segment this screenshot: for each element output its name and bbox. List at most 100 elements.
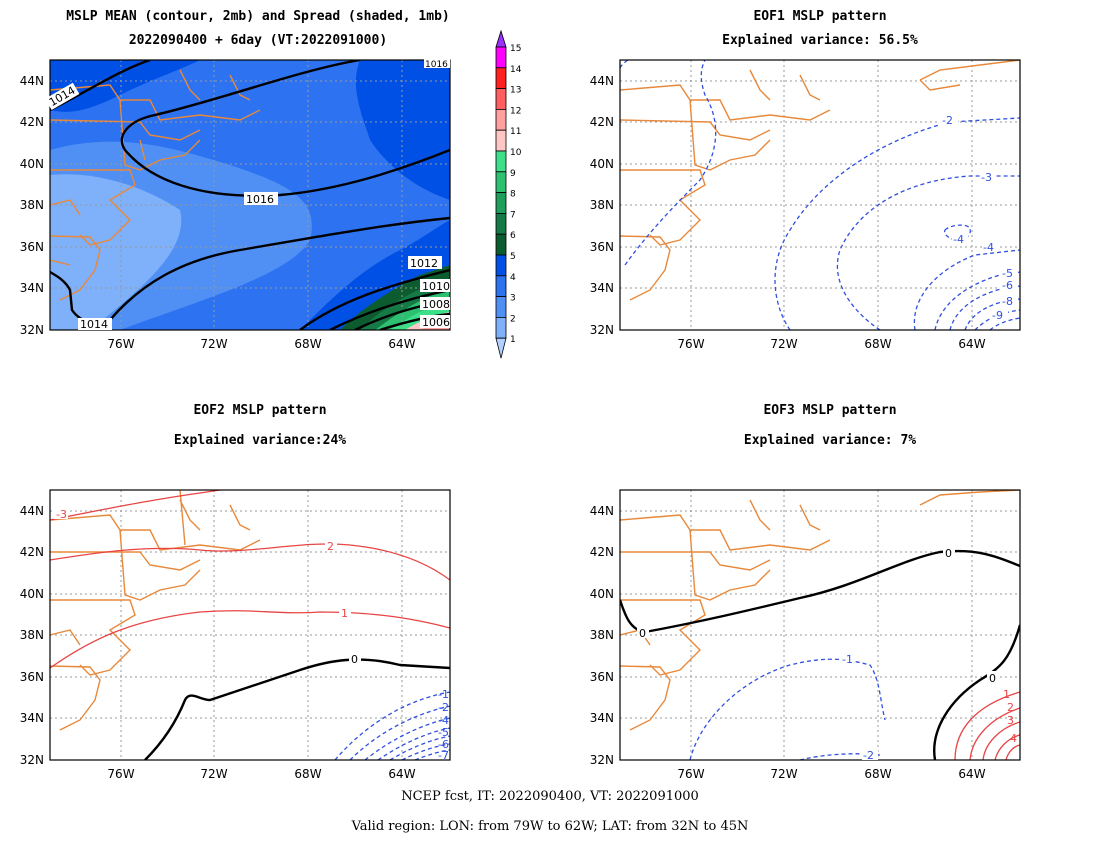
eof2-contours	[50, 490, 450, 760]
mean-title-line1: MSLP MEAN (contour, 2mb) and Spread (sha…	[66, 9, 450, 24]
grid-lines	[50, 490, 450, 760]
eof3-title-line1: EOF3 MSLP pattern	[763, 403, 897, 418]
lat-label: 34N	[20, 711, 44, 725]
colorbar-label: 14	[510, 65, 522, 75]
contour-label: -2	[942, 114, 953, 127]
lat-label: 34N	[590, 711, 614, 725]
grid-lines	[620, 60, 1020, 330]
spread-colorbar: 15 14 13 12 11 10 9 8 7 6 5 4 3 2 1	[495, 29, 522, 359]
lat-label: 42N	[590, 115, 614, 129]
lat-tick-labels: 44N 42N 40N 38N 36N 34N 32N	[590, 504, 614, 767]
colorbar-label: 3	[510, 294, 516, 304]
lon-label: 68W	[294, 767, 321, 780]
eof2-title-line2: Explained variance:24%	[173, 433, 347, 448]
lat-label: 38N	[590, 198, 614, 212]
lat-label: 34N	[20, 281, 44, 295]
contour-label: 3	[1007, 714, 1014, 727]
colorbar-bottom-arrow	[495, 337, 507, 359]
eof2-map-frame	[49, 489, 451, 761]
contour-label: 0	[945, 547, 952, 560]
contour-label: 2	[1007, 701, 1014, 714]
colorbar-label: 11	[510, 127, 521, 137]
contour-label: 1	[1003, 688, 1010, 701]
lon-tick-labels: 76W 72W 68W 64W	[677, 337, 985, 351]
colorbar-swatch	[495, 212, 507, 235]
lat-label: 40N	[590, 587, 614, 601]
contour-label: 0	[989, 672, 996, 685]
colorbar-label: 7	[510, 210, 516, 220]
lat-label: 36N	[20, 240, 44, 254]
coastline	[50, 490, 261, 731]
lat-label: 40N	[590, 157, 614, 171]
lat-label: 36N	[590, 240, 614, 254]
colorbar-label: 1	[510, 335, 516, 345]
colorbar-swatch	[495, 296, 507, 318]
contour-label: -7	[438, 749, 449, 762]
contour-label: 1016	[425, 60, 448, 70]
colorbar-label: 13	[510, 86, 521, 96]
lon-tick-labels: 76W 72W 68W 64W	[107, 337, 415, 351]
eof2-title-line1: EOF2 MSLP pattern	[193, 403, 327, 418]
coastline	[620, 490, 1020, 731]
lon-label: 68W	[864, 337, 891, 351]
contour-label: -5	[1002, 267, 1013, 280]
colorbar-swatch	[495, 171, 507, 194]
colorbar-label: 5	[510, 252, 516, 262]
contour-label: -4	[438, 714, 449, 727]
contour-label: -1	[842, 653, 853, 666]
lat-label: 32N	[590, 323, 614, 337]
lat-label: 44N	[590, 504, 614, 518]
eof1-title-line2: Explained variance: 56.5%	[722, 33, 918, 48]
contour-label: 1	[341, 607, 348, 620]
lat-label: 42N	[20, 545, 44, 559]
contour-label: -3	[56, 508, 67, 521]
lon-label: 68W	[294, 337, 321, 351]
contour-label: -3	[981, 171, 992, 184]
lon-label: 64W	[958, 337, 985, 351]
lat-label: 36N	[590, 670, 614, 684]
lat-label: 44N	[590, 74, 614, 88]
colorbar-swatch	[495, 275, 507, 297]
mean-map-frame	[49, 59, 451, 331]
lat-label: 42N	[590, 545, 614, 559]
colorbar-label: 12	[510, 106, 521, 116]
colorbar-swatch	[495, 46, 507, 69]
colorbar-label: 10	[510, 148, 522, 158]
mean-title-line2: 2022090400 + 6day (VT:2022091000)	[128, 33, 388, 48]
lon-label: 72W	[200, 767, 227, 780]
lon-label: 68W	[864, 767, 891, 780]
lon-label: 72W	[770, 767, 797, 780]
contour-label: 1012	[410, 257, 438, 270]
colorbar-label: 4	[510, 273, 516, 283]
contour-label: 1016	[246, 193, 274, 206]
eof2-contour-labels: -3 2 1 0 -1 -2 -4 -5 -6 -7	[54, 507, 449, 762]
colorbar-swatch	[495, 254, 507, 277]
lat-label: 32N	[590, 753, 614, 767]
lat-label: 42N	[20, 115, 44, 129]
eof3-title-line2: Explained variance: 7%	[743, 433, 917, 448]
lat-label: 44N	[20, 74, 44, 88]
contour-label: 2	[327, 540, 334, 553]
lon-tick-labels: 76W 72W 68W 64W	[107, 767, 415, 780]
lat-tick-labels: 44N 42N 40N 38N 36N 34N 32N	[590, 74, 614, 337]
colorbar-label: 9	[510, 169, 516, 179]
lon-label: 64W	[958, 767, 985, 780]
coastline	[50, 69, 261, 301]
lon-label: 76W	[677, 767, 704, 780]
lat-tick-labels: 44N 42N 40N 38N 36N 34N 32N	[20, 74, 44, 337]
lat-label: 40N	[20, 157, 44, 171]
colorbar-top-arrow	[495, 29, 507, 48]
colorbar-swatch	[495, 150, 507, 173]
colorbar-swatch	[495, 88, 507, 110]
lat-label: 32N	[20, 753, 44, 767]
lon-label: 76W	[677, 337, 704, 351]
contour-label: -2	[863, 749, 874, 762]
eof2-map: -3 2 1 0 -1 -2 -4 -5 -6 -7 44N 42N 40N 3…	[20, 489, 451, 780]
contour-label: 1014	[80, 318, 108, 331]
lat-label: 36N	[20, 670, 44, 684]
lat-label: 44N	[20, 504, 44, 518]
contour-label: -9	[992, 309, 1003, 322]
colorbar-swatch	[495, 129, 507, 152]
colorbar-label: 2	[510, 314, 516, 324]
lon-label: 76W	[107, 767, 134, 780]
